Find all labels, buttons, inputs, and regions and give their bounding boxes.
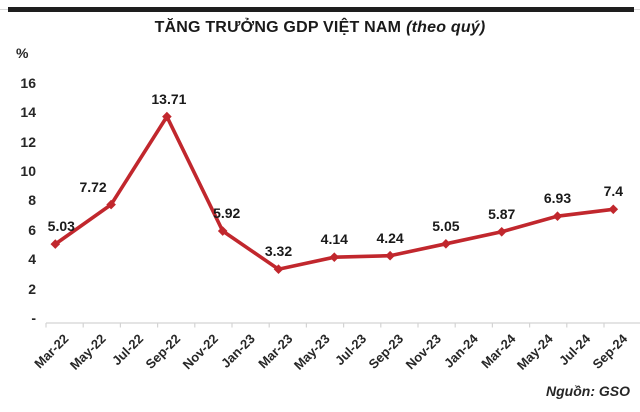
y-axis-label: 16	[20, 74, 36, 91]
data-point-marker	[329, 252, 340, 262]
data-point-label: 6.93	[543, 190, 572, 207]
data-point-label: 13.71	[151, 90, 187, 107]
data-point-label: 5.87	[488, 205, 516, 222]
data-point-label: 4.24	[376, 229, 404, 246]
data-point-marker	[385, 250, 395, 261]
data-point-marker	[608, 204, 619, 215]
data-point-marker	[162, 111, 172, 122]
data-point-label: 4.14	[320, 231, 348, 248]
y-axis-label: 12	[20, 133, 36, 150]
chart-subtitle: (theo quý)	[406, 19, 486, 36]
y-axis-label: 2	[28, 280, 36, 297]
source-note: Nguồn: GSO	[546, 383, 630, 399]
data-point-marker	[106, 199, 116, 210]
y-axis-label: 8	[28, 192, 36, 209]
data-point-label: 5.05	[432, 217, 460, 234]
data-point-marker	[441, 239, 451, 249]
data-point-marker	[273, 264, 284, 275]
data-point-label: 7.4	[603, 183, 624, 200]
data-point-label: 7.72	[79, 178, 107, 195]
data-point-label: 5.03	[47, 218, 75, 235]
y-axis-label: 14	[20, 104, 36, 121]
data-point-marker	[552, 211, 563, 221]
y-axis-label: 10	[20, 163, 36, 180]
top-rule	[8, 7, 634, 12]
data-point-label: 3.32	[264, 243, 293, 260]
chart-title: TĂNG TRƯỞNG GDP VIỆT NAM (theo quý)	[0, 19, 640, 37]
data-point-marker	[50, 239, 61, 249]
chart-title-main: TĂNG TRƯỞNG GDP VIỆT NAM	[154, 19, 402, 36]
y-axis-unit-label: %	[16, 45, 29, 61]
data-point-marker	[217, 226, 228, 236]
y-axis-label: -	[31, 310, 36, 326]
data-point-label: 5.92	[213, 205, 241, 222]
y-axis-label: 4	[28, 251, 36, 268]
data-point-marker	[496, 226, 507, 237]
y-axis-label: 6	[28, 221, 36, 238]
